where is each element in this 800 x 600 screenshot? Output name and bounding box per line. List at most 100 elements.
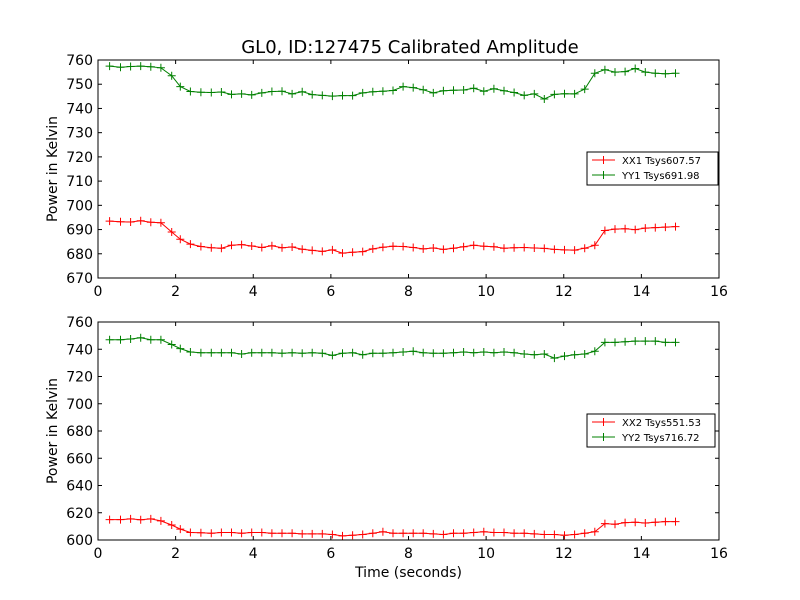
- data-point: [469, 84, 478, 93]
- x-axis-label: Time (seconds): [354, 565, 462, 581]
- data-point: [510, 529, 519, 538]
- x-tick-label: 16: [710, 284, 728, 300]
- data-point: [631, 518, 640, 527]
- y-axis-label: Power in Kelvin: [45, 378, 61, 484]
- data-point: [510, 348, 519, 357]
- data-point: [237, 529, 246, 538]
- data-point: [378, 527, 387, 536]
- data-point: [500, 348, 508, 356]
- data-point: [358, 350, 367, 359]
- data-point: [227, 528, 236, 537]
- y-tick-label: 670: [66, 271, 93, 287]
- data-point: [176, 235, 185, 244]
- data-point: [358, 247, 367, 256]
- data-point: [399, 82, 408, 91]
- data-point: [105, 62, 114, 71]
- data-point: [136, 333, 145, 342]
- legend-entry: XX1 Tsys607.57: [592, 156, 701, 167]
- data-point: [399, 529, 408, 538]
- data-point: [641, 224, 650, 233]
- y-tick-label: 600: [66, 533, 93, 549]
- data-point: [348, 531, 357, 540]
- series-2: [105, 62, 680, 103]
- data-point: [318, 247, 327, 256]
- y-tick-label: 740: [66, 101, 93, 117]
- x-tick-label: 8: [404, 546, 413, 562]
- data-point: [389, 529, 397, 538]
- data-point: [671, 222, 680, 231]
- data-point: [590, 347, 599, 356]
- data-point: [167, 521, 176, 529]
- x-tick-label: 4: [249, 284, 258, 300]
- data-point: [186, 240, 195, 249]
- data-point: [651, 337, 660, 346]
- data-point: [156, 516, 165, 525]
- legend-box: [586, 151, 719, 186]
- data-point: [611, 338, 619, 347]
- legend-marker: [599, 418, 608, 426]
- top-plot-panel: 0 2 4 6 8 10 12 14 16 670 680 690 700 710 720 730 740 750…: [45, 53, 728, 300]
- data-point: [378, 243, 387, 252]
- data-point: [479, 87, 488, 96]
- data-point: [217, 348, 226, 357]
- data-point: [429, 529, 438, 538]
- data-point: [429, 88, 438, 97]
- data-point: [126, 218, 135, 226]
- data-point: [257, 528, 266, 537]
- data-point: [409, 529, 418, 538]
- data-point: [237, 240, 246, 249]
- legend: XX2 Tsys551.53 YY2 Tsys716.72: [586, 413, 716, 448]
- data-point: [338, 91, 347, 100]
- data-point: [278, 529, 286, 538]
- data-point: [116, 335, 125, 344]
- data-point: [207, 243, 216, 252]
- data-point: [459, 242, 468, 251]
- data-point: [449, 86, 458, 95]
- data-point: [257, 88, 266, 97]
- data-point: [328, 245, 337, 254]
- data-point: [611, 520, 619, 529]
- legend-marker: [599, 433, 608, 441]
- data-point: [550, 90, 559, 99]
- data-point: [469, 241, 478, 250]
- data-point: [661, 223, 670, 232]
- data-point: [298, 245, 307, 254]
- series-1: [105, 514, 680, 540]
- data-point: [389, 348, 397, 357]
- data-point: [600, 226, 609, 235]
- data-point: [600, 65, 609, 74]
- y-tick-label: 700: [66, 198, 93, 214]
- data-point: [308, 348, 317, 357]
- data-point: [520, 529, 529, 538]
- y-tick-label: 690: [66, 223, 93, 239]
- series-2: [105, 333, 680, 363]
- data-point: [196, 348, 205, 357]
- data-point: [449, 348, 458, 357]
- data-point: [116, 515, 125, 524]
- data-point: [146, 335, 155, 344]
- data-point: [449, 244, 458, 253]
- data-point: [439, 86, 448, 95]
- data-point: [156, 335, 165, 344]
- data-point: [631, 337, 640, 346]
- data-point: [186, 348, 195, 356]
- data-point: [671, 517, 680, 526]
- data-point: [338, 249, 347, 258]
- data-point: [661, 69, 670, 78]
- data-point: [409, 243, 418, 252]
- data-point: [671, 69, 680, 78]
- data-point: [278, 87, 286, 96]
- data-point: [358, 88, 367, 97]
- legend-label: XX1 Tsys607.57: [622, 156, 701, 167]
- legend-label: XX2 Tsys551.53: [622, 418, 701, 429]
- data-point: [590, 527, 599, 536]
- data-point: [368, 529, 377, 538]
- data-point: [621, 337, 630, 346]
- data-point: [590, 241, 599, 250]
- data-point: [520, 350, 529, 358]
- data-point: [429, 244, 438, 252]
- data-point: [156, 218, 165, 227]
- data-point: [489, 348, 498, 357]
- data-point: [176, 82, 185, 91]
- data-point: [459, 86, 468, 94]
